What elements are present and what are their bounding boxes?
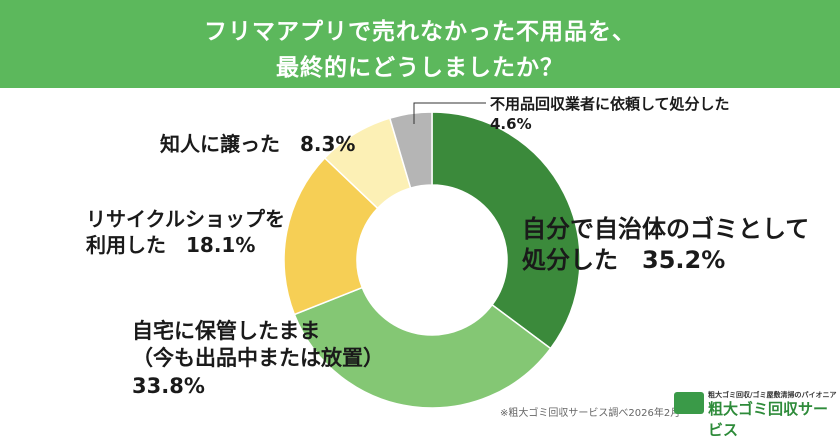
data-label: 不用品回収業者に依頼して処分した 4.6%	[490, 95, 730, 134]
donut-slice	[293, 286, 552, 409]
donut-slice	[431, 111, 581, 350]
data-label: 自分で自治体のゴミとして 処分した 35.2%	[522, 214, 809, 276]
category-label: 自分で自治体のゴミとして 処分した	[522, 215, 810, 275]
donut-slice	[388, 111, 433, 190]
logo-name: 粗大ゴミ回収サービス	[708, 400, 829, 439]
value-label: 33.8%	[132, 373, 205, 398]
logo-tagline: 粗大ゴミ回収/ゴミ屋敷清掃のパイオニア	[708, 391, 837, 399]
header-band	[0, 0, 840, 88]
source-note: ※粗大ゴミ回収サービス調べ2026年2月	[500, 408, 681, 419]
chart-title: フリマアプリで売れなかった不用品を、	[204, 19, 636, 45]
logo-icon	[674, 392, 704, 414]
chart-title: 最終的にどうしましたか？	[276, 55, 564, 81]
leader-line	[413, 102, 486, 124]
value-label: 18.1%	[186, 233, 256, 257]
value-label: 4.6%	[490, 114, 532, 133]
category-label: 自宅に保管したまま （今も出品中または放置）	[132, 319, 384, 371]
category-label: 不用品回収業者に依頼して処分した	[490, 95, 730, 113]
data-label: リサイクルショップを 利用した 18.1%	[86, 206, 285, 258]
chart	[283, 102, 581, 409]
value-label: 35.2%	[642, 246, 726, 275]
category-label: リサイクルショップを 利用した	[86, 207, 285, 257]
donut-slice	[283, 156, 379, 316]
data-label: 自宅に保管したまま （今も出品中または放置） 33.8%	[132, 318, 384, 400]
value-label: 8.3%	[300, 132, 356, 156]
category-label: 知人に譲った	[160, 132, 280, 156]
data-label: 知人に譲った 8.3%	[160, 131, 355, 157]
